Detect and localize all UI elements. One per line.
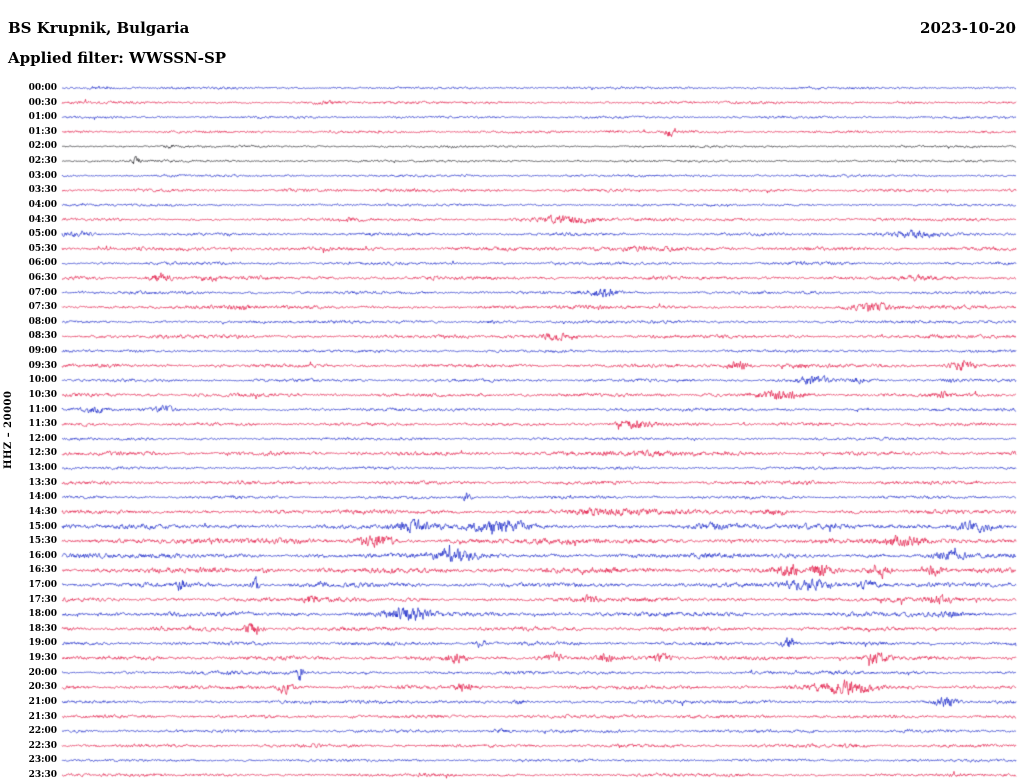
row-time-label: 07:30	[28, 302, 57, 313]
row-time-label: 18:30	[28, 623, 57, 634]
row-time-label: 21:00	[28, 696, 57, 707]
row-time-label: 02:00	[28, 141, 57, 152]
row-time-label: 04:00	[28, 199, 57, 210]
row-time-label: 14:00	[28, 492, 57, 503]
row-time-label: 01:00	[28, 112, 57, 123]
row-time-label: 12:00	[28, 433, 57, 444]
channel-scale-label: HHZ – 20000	[3, 390, 14, 469]
row-time-label: 08:30	[28, 331, 57, 342]
row-time-label: 00:00	[28, 83, 57, 93]
row-time-label: 11:00	[28, 404, 57, 415]
row-time-label: 08:00	[28, 316, 57, 327]
row-time-label: 10:30	[28, 389, 57, 400]
row-time-label: 09:30	[28, 360, 57, 371]
row-time-label: 18:00	[28, 609, 57, 620]
row-time-label: 11:30	[28, 419, 57, 430]
row-time-label: 16:30	[28, 565, 57, 576]
row-time-label: 03:30	[28, 185, 57, 196]
row-time-label: 13:30	[28, 477, 57, 488]
row-time-label: 14:30	[28, 506, 57, 517]
row-time-label: 10:00	[28, 375, 57, 386]
row-time-label: 22:00	[28, 726, 57, 737]
date-label: 2023-10-20	[920, 19, 1016, 37]
row-time-label: 20:30	[28, 682, 57, 693]
row-time-label: 22:30	[28, 740, 57, 751]
row-time-label: 00:30	[28, 97, 57, 108]
station-title: BS Krupnik, Bulgaria	[8, 19, 190, 37]
row-time-label: 19:00	[28, 638, 57, 649]
row-time-label: 15:30	[28, 536, 57, 547]
row-time-label: 09:00	[28, 346, 57, 357]
row-time-label: 05:00	[28, 229, 57, 240]
row-time-label: 05:30	[28, 243, 57, 254]
row-time-label: 07:00	[28, 287, 57, 298]
row-time-label: 19:30	[28, 653, 57, 664]
row-time-label: 20:00	[28, 667, 57, 678]
row-time-label: 21:30	[28, 711, 57, 722]
row-time-label: 04:30	[28, 214, 57, 225]
row-time-label: 12:30	[28, 448, 57, 459]
applied-filter-label: Applied filter: WWSSN-SP	[8, 49, 227, 67]
row-time-label: 01:30	[28, 126, 57, 137]
row-time-label: 16:00	[28, 550, 57, 561]
row-time-label: 06:30	[28, 273, 57, 284]
row-time-label: 06:00	[28, 258, 57, 269]
row-time-label: 13:00	[28, 463, 57, 474]
row-time-label: 23:00	[28, 755, 57, 766]
row-time-label: 03:00	[28, 170, 57, 181]
row-time-label: 15:00	[28, 521, 57, 532]
row-time-label: 17:30	[28, 594, 57, 605]
row-time-label: 02:30	[28, 156, 57, 167]
row-time-label: 17:00	[28, 579, 57, 590]
row-time-label: 23:30	[28, 770, 57, 780]
